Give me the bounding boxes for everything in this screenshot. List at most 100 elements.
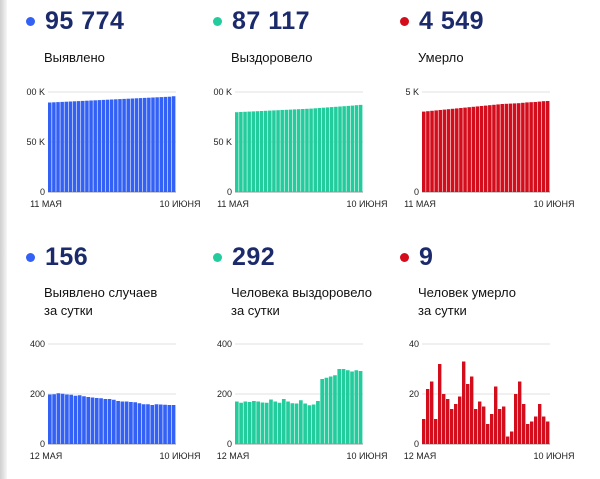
stat-label-line: Выявлено	[44, 50, 105, 65]
bar	[60, 393, 65, 444]
bar	[494, 386, 498, 444]
bar	[99, 398, 103, 444]
bar	[450, 409, 454, 444]
bar	[333, 375, 337, 444]
bar	[114, 99, 118, 192]
bar	[482, 406, 486, 444]
bar	[325, 107, 330, 192]
bar	[81, 100, 85, 192]
bar	[510, 431, 514, 444]
bar	[541, 101, 546, 192]
bar	[478, 401, 482, 444]
bar	[48, 394, 52, 444]
y-tick-label: 400	[217, 339, 232, 349]
bar	[350, 105, 355, 192]
bar	[235, 401, 239, 444]
y-tick-label: 200	[30, 389, 45, 399]
bar	[313, 108, 317, 192]
stat-row: 156	[26, 238, 88, 276]
bar	[467, 107, 471, 192]
bar	[446, 109, 451, 192]
bar	[280, 110, 284, 192]
stat-value: 87 117	[232, 6, 311, 35]
bar	[434, 110, 438, 192]
bar	[301, 109, 305, 192]
bar	[296, 109, 301, 192]
bar	[48, 102, 52, 192]
bar	[276, 110, 280, 192]
bar	[450, 108, 455, 192]
bar	[239, 402, 243, 444]
bar	[483, 105, 488, 192]
x-tick-label-start: 12 МАЯ	[404, 451, 437, 461]
bar	[430, 381, 434, 444]
bar	[163, 96, 168, 192]
x-tick-label-end: 10 ИЮНЯ	[159, 451, 200, 461]
x-tick-label-start: 12 МАЯ	[30, 451, 63, 461]
bar	[516, 103, 521, 192]
bar	[294, 403, 299, 444]
stat-label: Выявлено	[44, 49, 105, 67]
y-tick-label: 0	[227, 187, 232, 197]
bar	[324, 377, 329, 444]
y-tick-label: 40	[409, 339, 419, 349]
bar	[533, 102, 538, 192]
bar	[496, 104, 500, 192]
bar	[167, 405, 172, 444]
bar	[158, 404, 163, 444]
bar	[82, 396, 86, 444]
bar	[530, 421, 534, 444]
bar	[272, 110, 276, 192]
y-tick-label: 20	[409, 389, 419, 399]
bar	[112, 399, 116, 444]
bar	[167, 96, 172, 192]
bar	[426, 111, 430, 192]
stat-panel-recovered-daily: 292 Человека выздоровело за сутки 0 200 40…	[213, 238, 409, 468]
bar	[260, 402, 265, 444]
bullet-dot-icon	[400, 16, 409, 26]
stat-value: 95 774	[45, 6, 125, 35]
bar	[470, 376, 474, 444]
chart-recovered-daily: 0 200 400 12 МАЯ 10 ИЮНЯ	[217, 339, 388, 461]
bar	[284, 109, 289, 192]
y-tick-label: 100 K	[213, 87, 232, 97]
bar	[521, 102, 525, 192]
bar	[474, 409, 478, 444]
bar	[545, 101, 550, 192]
bar	[281, 399, 286, 444]
bar	[159, 97, 164, 192]
y-tick-label: 0	[414, 187, 419, 197]
bar	[154, 404, 159, 444]
bar	[350, 371, 354, 444]
bar	[442, 394, 446, 444]
bar	[305, 108, 309, 192]
chart-recovered-total: 0 50 K 100 K 11 МАЯ 10 ИЮНЯ	[213, 87, 388, 209]
y-tick-label: 400	[30, 339, 45, 349]
bar	[334, 106, 338, 192]
bar	[138, 98, 143, 192]
bar	[277, 402, 282, 444]
stat-row: 9	[400, 238, 433, 276]
bar	[488, 105, 492, 192]
bar	[93, 100, 97, 192]
bar	[141, 404, 146, 444]
bar	[94, 398, 99, 444]
bar	[171, 96, 176, 192]
bar	[422, 419, 426, 444]
bar	[471, 106, 476, 192]
bar	[269, 399, 273, 444]
bar	[64, 101, 69, 192]
stat-panel-detected: 95 774 Выявлено 0 50 K 100 K 11 МАЯ 10 ИЮНЯ	[26, 2, 222, 232]
bullet-dot-icon	[26, 252, 35, 262]
y-tick-label: 100 K	[26, 87, 45, 97]
bar	[89, 100, 93, 192]
bar	[90, 397, 95, 444]
bar	[329, 107, 334, 192]
bar	[442, 109, 447, 192]
bullet-dot-icon	[26, 16, 35, 26]
bar	[134, 98, 139, 192]
x-tick-label-end: 10 ИЮНЯ	[346, 199, 387, 209]
bar	[537, 101, 542, 192]
bar	[151, 97, 155, 192]
bar	[286, 401, 290, 444]
